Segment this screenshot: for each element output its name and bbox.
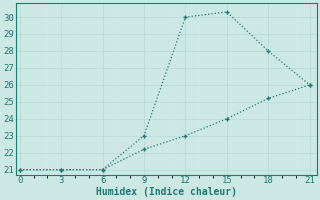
X-axis label: Humidex (Indice chaleur): Humidex (Indice chaleur) bbox=[96, 186, 236, 197]
